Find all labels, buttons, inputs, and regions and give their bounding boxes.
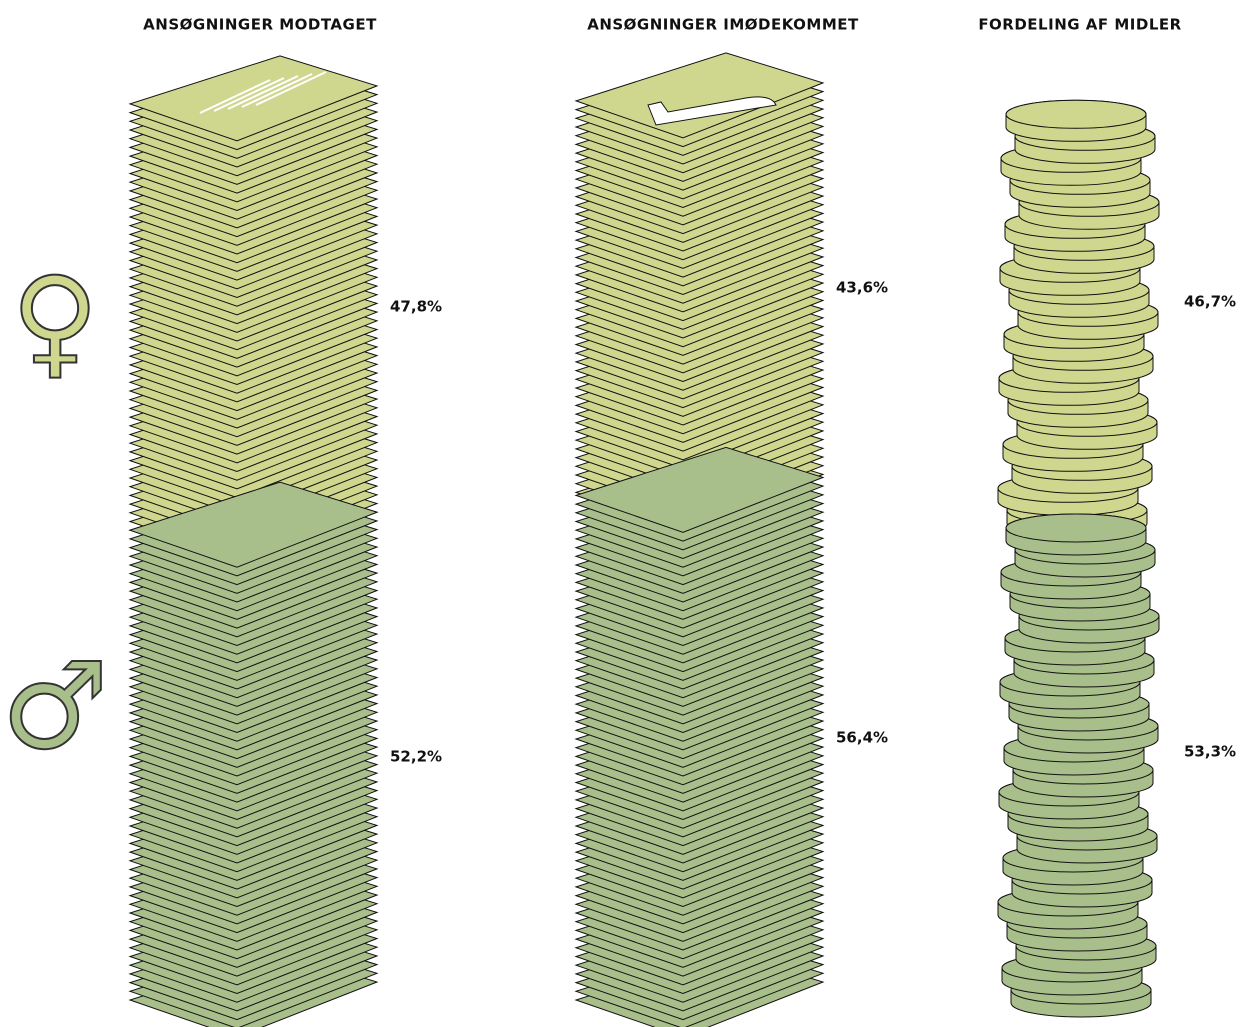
value-label: 43,6% [836,279,888,297]
legend-symbol: ♂ [1,638,109,777]
sheet-decoration [227,75,299,110]
legend-symbol: ♀ [11,253,99,392]
sheet-decoration [647,96,777,126]
column-title: FORDELING AF MIDLER [978,16,1181,34]
sheet-decoration [241,73,313,108]
column-title: ANSØGNINGER IMØDEKOMMET [587,16,859,34]
value-label: 52,2% [390,748,442,766]
coin-top [1005,513,1147,543]
stack-segment [128,481,379,1027]
column-title: ANSØGNINGER MODTAGET [143,16,377,34]
coin-top [1005,99,1147,129]
sheet [574,446,825,533]
stack-segment [997,513,1160,1018]
stack-segment [574,446,825,1027]
sheet-decoration [213,77,285,112]
value-label: 53,3% [1184,743,1236,761]
sheet-decoration [255,71,327,106]
sheet-decoration [199,79,271,114]
stack-segment [128,55,379,568]
sheet [574,52,825,139]
sheet [128,481,379,568]
value-label: 46,7% [1184,293,1236,311]
value-label: 47,8% [390,298,442,316]
value-label: 56,4% [836,729,888,747]
stack-segment [997,99,1160,538]
